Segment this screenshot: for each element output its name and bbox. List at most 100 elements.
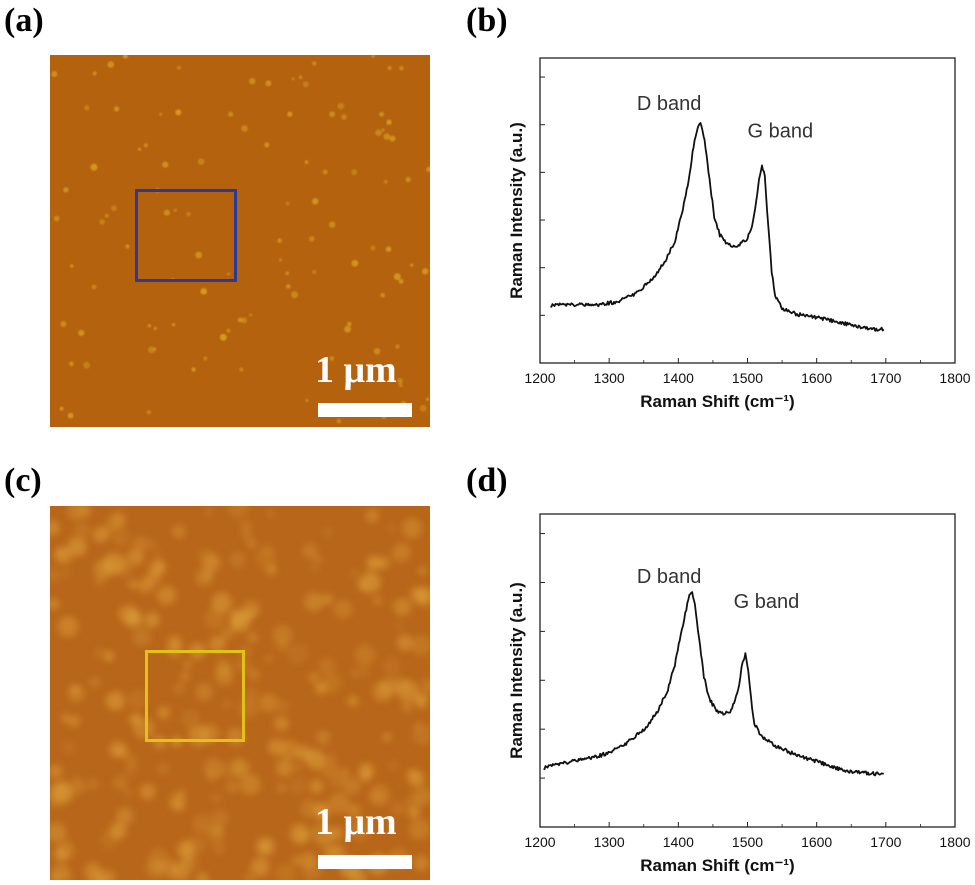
afm-grain: [370, 245, 376, 251]
afm-grain: [203, 758, 224, 779]
afm-grain: [171, 524, 186, 539]
afm-grain: [61, 713, 71, 723]
afm-grain: [250, 857, 270, 877]
afm-grain: [419, 404, 427, 412]
afm-grain: [322, 593, 334, 605]
x-tick-label: 1600: [801, 370, 832, 386]
afm-grain: [264, 142, 270, 148]
series-line-spectrum-d: [543, 591, 884, 777]
afm-grain: [371, 55, 375, 58]
afm-grain: [183, 660, 193, 670]
afm-grain: [299, 799, 319, 819]
afm-grain: [397, 377, 403, 384]
series-line-spectrum-b: [550, 122, 885, 332]
afm-grain: [328, 792, 350, 814]
afm-grain: [329, 826, 343, 840]
afm-grain: [177, 788, 186, 798]
afm-image-c: [50, 506, 430, 880]
afm-grain: [366, 555, 382, 571]
afm-grain: [242, 599, 261, 619]
afm-grain: [422, 268, 429, 275]
afm-grain: [349, 669, 359, 678]
afm-grain: [203, 607, 226, 630]
afm-grain: [153, 552, 164, 564]
afm-grain: [176, 65, 181, 70]
afm-grain: [157, 706, 171, 720]
afm-grain: [249, 313, 253, 317]
afm-grain: [245, 873, 254, 880]
afm-grain: [226, 328, 231, 333]
afm-grain: [351, 259, 359, 267]
afm-grain: [55, 840, 75, 860]
afm-grain: [129, 713, 142, 726]
afm-grain: [288, 776, 307, 795]
afm-grain: [114, 106, 120, 112]
afm-grain: [162, 161, 169, 168]
afm-grain: [227, 506, 249, 519]
afm-grain: [286, 284, 291, 289]
raman-chart-b-svg: 1200 1300 1400 1500 1600 1700 1800 Raman Shift …: [507, 57, 971, 411]
afm-grain: [83, 361, 91, 369]
afm-grain: [175, 109, 182, 116]
afm-grain: [304, 592, 324, 612]
afm-grain: [125, 244, 130, 249]
afm-grain: [396, 634, 413, 651]
afm-grain: [342, 776, 361, 795]
afm-grain: [393, 273, 401, 281]
panel-label-a: (a): [4, 2, 44, 39]
panel-label-b: (b): [466, 2, 508, 39]
afm-grain: [137, 147, 142, 151]
afm-grain: [276, 783, 287, 793]
afm-grain: [349, 869, 367, 880]
scale-bar-label-a: 1 μm: [315, 349, 397, 391]
afm-grain: [399, 65, 404, 71]
afm-grain: [115, 807, 134, 825]
afm-grain: [212, 824, 224, 836]
afm-grain: [398, 382, 403, 388]
afm-grain: [247, 539, 257, 548]
afm-grain: [275, 863, 297, 880]
afm-grain: [73, 522, 90, 539]
afm-grain: [124, 754, 138, 768]
afm-grain: [312, 198, 319, 205]
afm-grain: [380, 292, 386, 298]
afm-grain: [159, 112, 163, 116]
afm-grain: [300, 851, 317, 868]
afm-image-a: [50, 55, 430, 427]
afm-grain: [337, 102, 345, 110]
afm-grain: [84, 862, 103, 880]
afm-grain: [275, 699, 290, 713]
afm-grain: [90, 163, 98, 171]
afm-grain: [180, 853, 194, 867]
afm-grain: [99, 219, 105, 225]
afm-grain: [418, 566, 427, 576]
x-tick-label: 1500: [732, 834, 763, 850]
roi-box-c: [145, 650, 245, 742]
afm-grain: [401, 518, 423, 539]
afm-grain: [186, 211, 191, 217]
roi-box-a: [135, 189, 237, 282]
afm-grain: [312, 270, 317, 274]
afm-grain: [177, 840, 195, 858]
afm-grain: [323, 527, 333, 537]
raman-chart-b: 1200 1300 1400 1500 1600 1700 1800 Raman Shift …: [470, 40, 971, 440]
afm-grain: [171, 322, 176, 327]
afm-grain: [287, 642, 309, 665]
afm-grain: [404, 794, 423, 813]
afm-grain: [321, 672, 343, 694]
afm-grain: [292, 856, 302, 866]
afm-grain: [382, 657, 401, 676]
afm-grain: [104, 213, 109, 218]
afm-grain: [237, 317, 243, 323]
peak-annotation: G band: [748, 120, 814, 142]
afm-grain: [393, 597, 412, 616]
afm-grain: [173, 208, 178, 212]
afm-grain: [215, 659, 232, 676]
afm-grain: [173, 682, 185, 695]
afm-grain: [226, 272, 231, 276]
scale-bar-c: [318, 855, 412, 869]
afm-grain: [382, 732, 392, 743]
afm-grain: [196, 872, 209, 880]
afm-grain: [197, 158, 205, 165]
afm-grain: [247, 667, 260, 681]
